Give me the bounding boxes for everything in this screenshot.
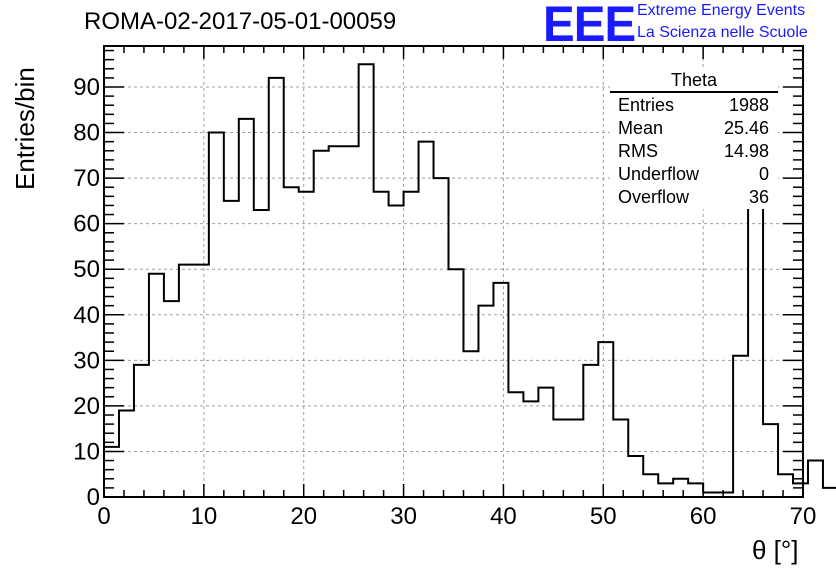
y-tick-label: 70 bbox=[73, 165, 100, 192]
y-tick-label: 0 bbox=[87, 484, 100, 511]
stats-label: RMS bbox=[618, 141, 658, 161]
stats-box: Theta Entries 1988 Mean 25.46 RMS 14.98 … bbox=[610, 70, 778, 209]
y-tick-label: 60 bbox=[73, 211, 100, 238]
stats-value: 0 bbox=[758, 164, 769, 184]
axis-ticks bbox=[103, 46, 804, 498]
stats-row-mean: Mean 25.46 bbox=[610, 117, 778, 140]
stats-label: Entries bbox=[618, 95, 675, 115]
y-tick-label: 90 bbox=[73, 74, 100, 101]
x-tick-label: 10 bbox=[191, 503, 218, 530]
stats-value: 1988 bbox=[728, 95, 769, 115]
stats-row-entries: Entries 1988 bbox=[610, 94, 778, 117]
chart-title: ROMA-02-2017-05-01-00059 bbox=[84, 8, 397, 35]
stats-title: Theta bbox=[610, 70, 778, 93]
logo-line-2: La Scienza nelle Scuole bbox=[637, 24, 808, 41]
stats-row-overflow: Overflow 36 bbox=[610, 186, 778, 209]
stats-value: 36 bbox=[748, 187, 769, 207]
x-tick-label: 0 bbox=[97, 503, 110, 530]
stats-label: Underflow bbox=[618, 164, 700, 184]
stats-row-underflow: Underflow 0 bbox=[610, 163, 778, 186]
stats-row-rms: RMS 14.98 bbox=[610, 140, 778, 163]
y-tick-label: 10 bbox=[73, 438, 100, 465]
histogram-line bbox=[104, 63, 836, 494]
y-tick-label: 20 bbox=[73, 393, 100, 420]
y-tick-label: 50 bbox=[73, 256, 100, 283]
stats-label: Overflow bbox=[618, 187, 690, 207]
x-tick-label: 40 bbox=[490, 503, 517, 530]
x-tick-label: 30 bbox=[390, 503, 417, 530]
y-axis-label: Entries/bin bbox=[10, 67, 40, 190]
stats-value: 25.46 bbox=[723, 118, 769, 138]
x-tick-labels: 0 10 20 30 40 50 60 70 bbox=[97, 503, 816, 530]
x-tick-label: 50 bbox=[590, 503, 617, 530]
y-tick-labels: 0 10 20 30 40 50 60 70 80 90 bbox=[73, 74, 100, 511]
y-tick-label: 80 bbox=[73, 120, 100, 147]
x-axis-label: θ [°] bbox=[752, 535, 799, 565]
x-tick-label: 20 bbox=[290, 503, 317, 530]
plot-frame bbox=[103, 45, 804, 498]
eee-logo: EEE bbox=[543, 0, 636, 52]
x-tick-label: 70 bbox=[790, 503, 817, 530]
stats-label: Mean bbox=[618, 118, 664, 138]
logo-line-1: Extreme Energy Events bbox=[637, 2, 806, 19]
stats-value: 14.98 bbox=[723, 141, 769, 161]
y-tick-label: 30 bbox=[73, 347, 100, 374]
y-tick-label: 40 bbox=[73, 302, 100, 329]
x-tick-label: 60 bbox=[690, 503, 717, 530]
